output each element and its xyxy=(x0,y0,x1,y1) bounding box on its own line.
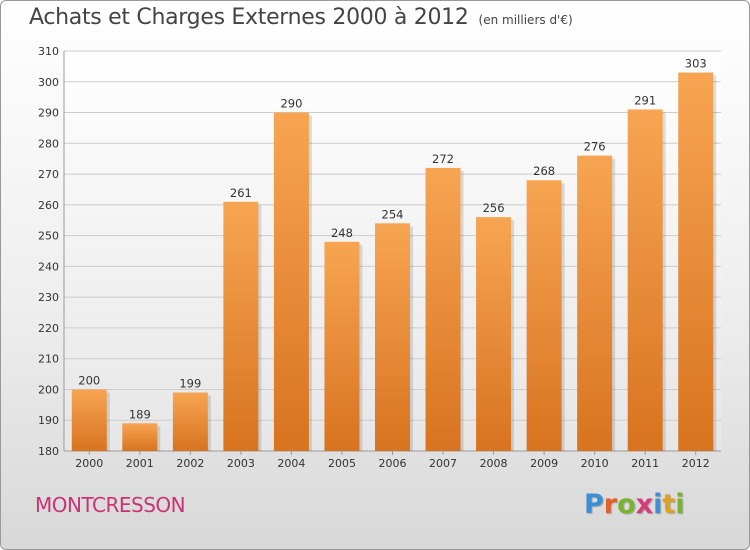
data-label: 261 xyxy=(230,186,252,200)
logo-letter: P xyxy=(584,489,604,520)
bar xyxy=(324,241,360,451)
y-tick-label: 210 xyxy=(38,353,59,366)
chart-title: Achats et Charges Externes 2000 à 2012 xyxy=(29,5,469,30)
bar xyxy=(273,112,309,452)
x-tick-label: 2005 xyxy=(328,457,356,470)
x-tick-label: 2006 xyxy=(379,457,407,470)
data-label: 290 xyxy=(280,97,302,111)
x-tick-label: 2004 xyxy=(277,457,305,470)
bar xyxy=(122,423,158,451)
y-tick-label: 250 xyxy=(38,230,59,243)
bar xyxy=(375,223,410,451)
data-label: 248 xyxy=(331,226,353,240)
bar xyxy=(223,201,259,451)
title-row: Achats et Charges Externes 2000 à 2012 (e… xyxy=(29,5,573,30)
data-label: 200 xyxy=(78,373,100,387)
data-label: 272 xyxy=(432,152,454,166)
y-tick-label: 260 xyxy=(38,199,59,212)
bar xyxy=(172,392,208,451)
logo-letter: i xyxy=(653,489,663,520)
logo-letter: i xyxy=(675,489,685,520)
data-label: 199 xyxy=(179,377,201,391)
x-tick-label: 2008 xyxy=(480,457,508,470)
x-tick-label: 2001 xyxy=(126,457,154,470)
bar xyxy=(526,180,562,451)
y-tick-label: 220 xyxy=(38,322,59,335)
logo-letter: t xyxy=(662,489,676,520)
y-tick-label: 230 xyxy=(38,291,59,304)
x-tick-label: 2012 xyxy=(682,457,710,470)
x-tick-label: 2003 xyxy=(227,457,255,470)
x-tick-label: 2010 xyxy=(581,457,609,470)
x-tick-label: 2002 xyxy=(176,457,204,470)
y-tick-label: 270 xyxy=(38,168,59,181)
y-tick-label: 240 xyxy=(38,260,59,273)
data-label: 256 xyxy=(483,201,505,215)
bar xyxy=(71,389,107,451)
data-label: 303 xyxy=(685,57,707,71)
commune-name: MONTCRESSON xyxy=(35,493,186,517)
x-tick-label: 2000 xyxy=(75,457,103,470)
data-label: 189 xyxy=(129,407,151,421)
logo-letter: x xyxy=(635,489,654,520)
data-label: 268 xyxy=(533,164,555,178)
y-tick-label: 280 xyxy=(38,137,59,150)
y-tick-label: 290 xyxy=(38,107,59,120)
x-tick-label: 2009 xyxy=(530,457,558,470)
x-tick-label: 2011 xyxy=(631,457,659,470)
data-label: 254 xyxy=(382,207,404,221)
data-label: 291 xyxy=(634,93,656,107)
proxiti-logo: Proxiti xyxy=(584,489,685,520)
bar xyxy=(476,217,512,451)
y-tick-label: 190 xyxy=(38,414,59,427)
bar xyxy=(627,109,663,451)
bar xyxy=(425,167,461,451)
y-tick-label: 200 xyxy=(38,383,59,396)
y-tick-label: 180 xyxy=(38,445,59,458)
chart-subtitle: (en milliers d'€) xyxy=(478,13,573,27)
y-tick-label: 310 xyxy=(38,45,59,58)
data-label: 276 xyxy=(584,140,606,154)
bar xyxy=(678,72,714,452)
bar xyxy=(577,155,613,451)
logo-letter: o xyxy=(617,489,636,520)
x-tick-label: 2007 xyxy=(429,457,457,470)
y-tick-label: 300 xyxy=(38,76,59,89)
logo-letter: r xyxy=(603,489,618,520)
